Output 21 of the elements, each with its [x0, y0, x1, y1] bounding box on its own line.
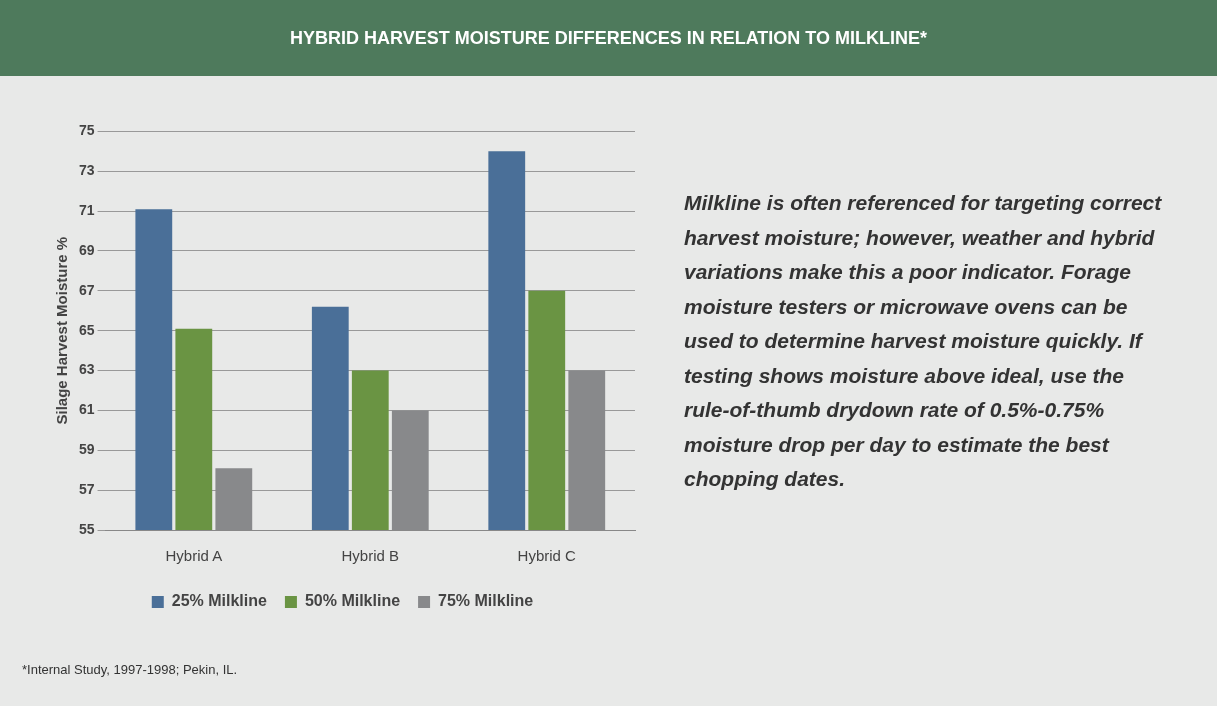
y-tick-label: 73 — [78, 162, 95, 179]
y-tick-label: 55 — [78, 520, 95, 537]
y-tick-label: 59 — [78, 441, 95, 458]
y-tick-label: 63 — [78, 361, 95, 378]
x-tick-label: Hybrid C — [517, 547, 577, 565]
y-tick-label: 65 — [78, 321, 95, 338]
y-axis-title: Silage Harvest Moisture % — [53, 236, 71, 425]
text: *Internal Study, 1997-1998; Pekin, IL. — [22, 662, 238, 677]
text: Milkline is often referenced for targeting correct harvest moisture; however, weather and hybrid variations make this a poor indicator. Forage moisture testers or microwave ovens can be used to determine harvest moisture quickly. If testing shows moisture above ideal, use the rule-of-thumb drydown rate of 0.5%-0.75% moisture drop per day to estimate the best chopping dates. — [684, 191, 1162, 490]
legend-label: 25% Milkline — [171, 592, 268, 610]
x-tick-label: Hybrid A — [165, 547, 223, 565]
chart-title: HYBRID HARVEST MOISTURE DIFFERENCES IN RELATION TO MILKLINE* — [0, 0, 1217, 76]
x-tick-label: Hybrid B — [341, 547, 400, 565]
legend-label: 75% Milkline — [438, 592, 534, 610]
y-tick-label: 61 — [78, 401, 95, 418]
legend-label: 50% Milkline — [304, 592, 401, 610]
y-tick-label: 57 — [78, 481, 95, 497]
y-tick-label: 75 — [78, 122, 95, 139]
y-tick-label: 67 — [78, 281, 95, 298]
y-tick-label: 71 — [78, 201, 95, 218]
y-tick-label: 69 — [78, 241, 95, 258]
